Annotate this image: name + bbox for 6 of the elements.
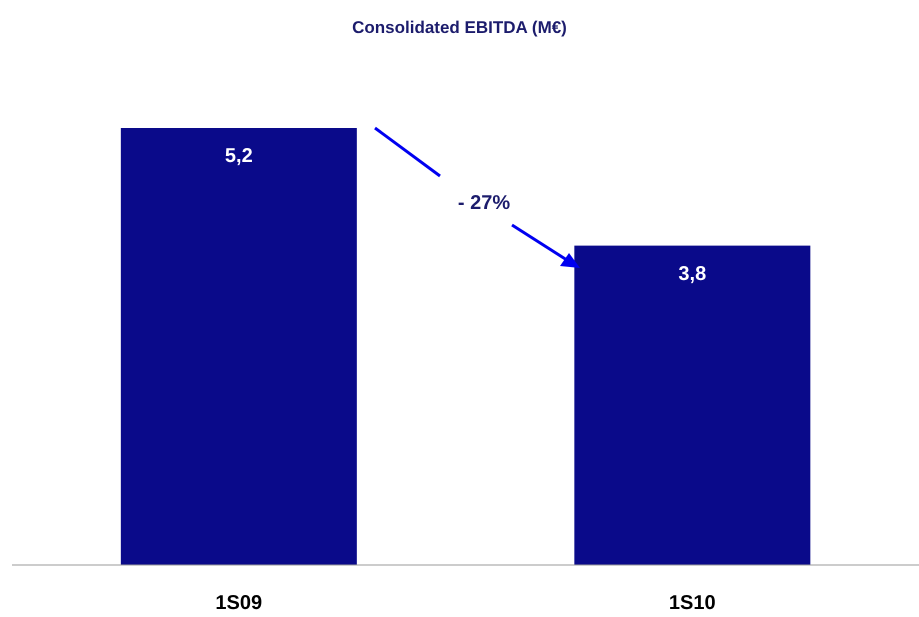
data-label: 5,2 bbox=[224, 145, 253, 168]
annotation: - 27% bbox=[458, 192, 510, 214]
chart-title: Consolidated EBITDA (M€) bbox=[351, 18, 568, 38]
data-label: 3,8 bbox=[678, 262, 706, 285]
x-tick-label: 1S09 bbox=[215, 592, 262, 614]
x-tick-label: 1S10 bbox=[668, 592, 716, 614]
